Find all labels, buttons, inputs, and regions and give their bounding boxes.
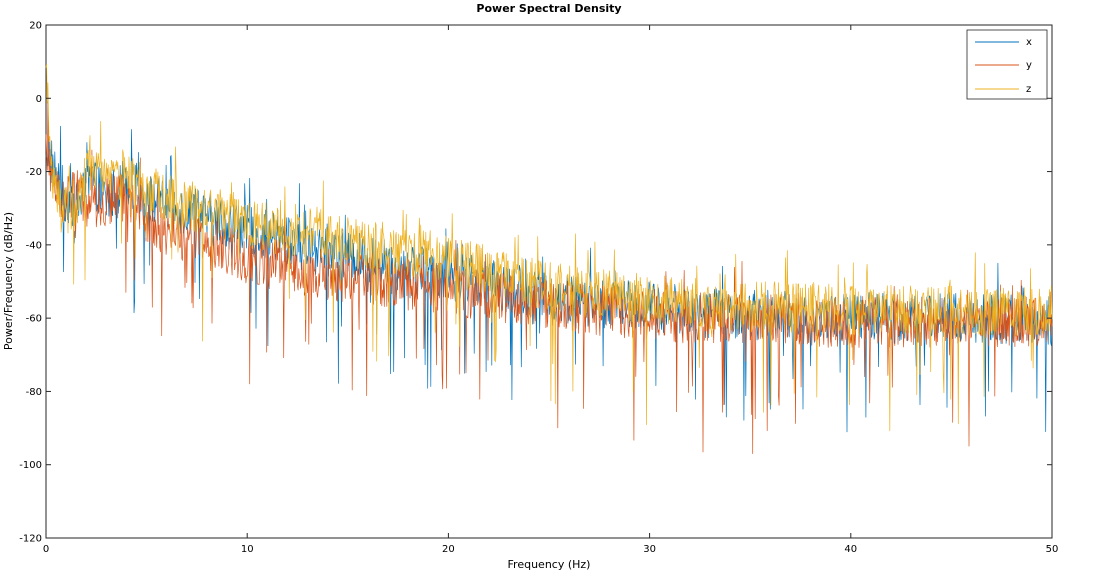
series-line-z: [45, 63, 1053, 432]
x-tick-label: 50: [1046, 544, 1059, 555]
y-tick-label: -40: [26, 240, 42, 251]
y-tick-label: -80: [26, 387, 42, 398]
x-tick-label: 10: [241, 544, 254, 555]
legend-label-x: x: [1026, 37, 1032, 48]
series-group: [45, 63, 1053, 454]
ticks-group: 0 10 20 30 40 50 20 0 -20 -40 -60 -80 -100 -120: [19, 21, 1058, 556]
y-tick-label: -20: [26, 167, 42, 178]
x-tick-label: 20: [442, 544, 455, 555]
legend-label-y: y: [1026, 60, 1032, 71]
y-tick-label: 20: [29, 21, 42, 32]
y-axis-label: Power/Frequency (dB/Hz): [2, 212, 15, 350]
y-tick-label: -60: [26, 314, 42, 325]
y-tick-label: 0: [36, 94, 42, 105]
series-line-y: [45, 101, 1053, 454]
x-tick-label: 40: [844, 544, 857, 555]
plot-area: [45, 24, 1053, 539]
legend-label-z: z: [1026, 84, 1031, 95]
x-tick-label: 30: [643, 544, 656, 555]
y-tick-label: -120: [19, 534, 42, 545]
x-tick-label: 0: [43, 544, 49, 555]
y-tick-label: -100: [19, 460, 42, 471]
x-axis-label: Frequency (Hz): [508, 558, 591, 571]
chart-title: Power Spectral Density: [476, 2, 621, 15]
legend: x y z: [966, 29, 1048, 100]
